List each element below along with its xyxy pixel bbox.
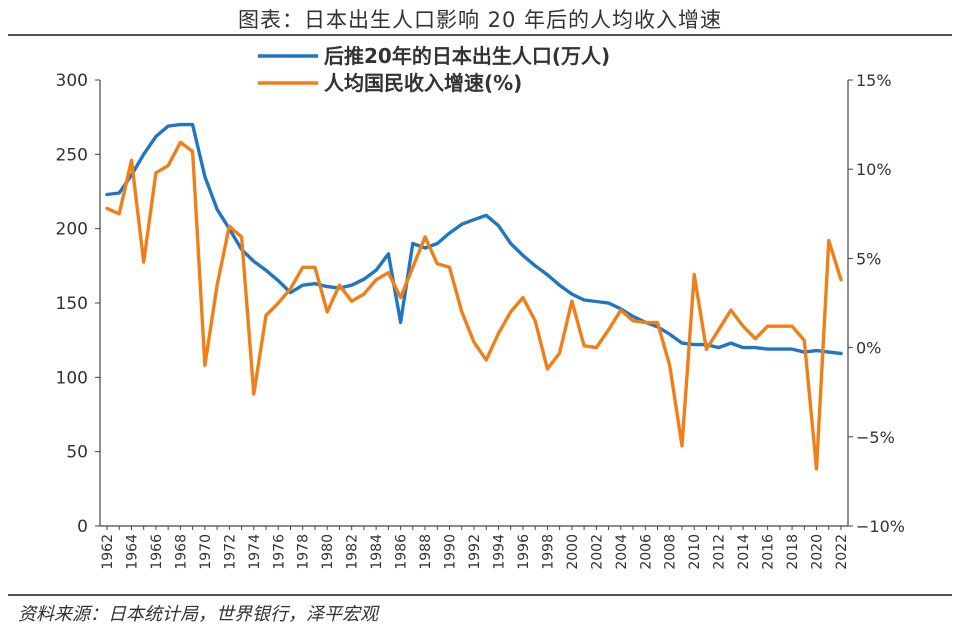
- y-left-tick-label: 150: [56, 294, 88, 314]
- x-tick-label: 1976: [271, 534, 287, 570]
- x-tick-label: 1964: [124, 534, 140, 570]
- legend-label: 人均国民收入增速(%): [324, 71, 522, 95]
- y-right-tick-label: 5%: [856, 249, 881, 268]
- x-tick-label: 1986: [394, 534, 410, 570]
- y-right-tick-label: −10%: [856, 517, 905, 536]
- x-tick-label: 1982: [345, 534, 361, 570]
- series-line-births: [105, 122, 843, 356]
- x-tick-label: 2010: [687, 534, 703, 570]
- x-tick-label: 2020: [810, 534, 826, 570]
- y-left-tick-label: 50: [66, 443, 88, 463]
- x-tick-label: 1992: [467, 534, 483, 570]
- x-tick-label: 2006: [638, 534, 654, 570]
- x-tick-label: 1990: [443, 534, 459, 570]
- x-tick-label: 1988: [418, 534, 434, 570]
- chart-lines: [105, 122, 843, 471]
- top-divider: [8, 34, 952, 36]
- x-tick-label: 2008: [663, 534, 679, 570]
- x-tick-label: 1978: [296, 534, 312, 570]
- chart-svg: 0 50 100 150 200 250 300 −10% −5% 0% 5% 10% 15% 1962 1…: [56, 44, 905, 570]
- x-tick-label: 2014: [736, 534, 752, 570]
- x-tick-label: 1970: [198, 534, 214, 570]
- y-right-tick-label: 0%: [856, 339, 881, 358]
- y-right-tick-label: −5%: [856, 428, 895, 447]
- x-tick-label: 1974: [247, 534, 263, 570]
- x-tick-label: 2000: [565, 534, 581, 570]
- chart-axes: 0 50 100 150 200 250 300 −10% −5% 0% 5% 10% 15% 1962 1…: [56, 71, 905, 570]
- x-tick-label: 1968: [173, 534, 189, 570]
- x-tick-label: 2012: [712, 534, 728, 570]
- legend-label: 后推20年的日本出生人口(万人): [324, 44, 610, 68]
- y-right-tick-label: 15%: [856, 71, 892, 90]
- x-tick-label: 2004: [614, 534, 630, 570]
- x-tick-label: 1984: [369, 534, 385, 570]
- bottom-divider: [8, 594, 952, 596]
- x-tick-label: 1966: [149, 534, 165, 570]
- x-tick-label: 2002: [589, 534, 605, 570]
- x-tick-label: 1980: [320, 534, 336, 570]
- x-tick-label: 1994: [491, 534, 507, 570]
- x-tick-label: 1972: [222, 534, 238, 570]
- chart-legend: 后推20年的日本出生人口(万人) 人均国民收入增速(%): [258, 44, 610, 95]
- y-left-tick-label: 100: [56, 368, 88, 388]
- x-tick-label: 2018: [785, 534, 801, 570]
- x-tick-label: 1998: [540, 534, 556, 570]
- x-tick-label: 1962: [100, 534, 116, 570]
- source-note: 资料来源：日本统计局，世界银行，泽平宏观: [18, 604, 378, 625]
- chart-title: 图表：日本出生人口影响 20 年后的人均收入增速: [237, 8, 723, 32]
- x-tick-label: 1996: [516, 534, 532, 570]
- y-left-tick-label: 250: [56, 145, 88, 165]
- y-left-tick-label: 300: [56, 71, 88, 91]
- x-tick-label: 2022: [834, 534, 850, 570]
- y-right-tick-label: 10%: [856, 160, 892, 179]
- y-left-tick-label: 200: [56, 220, 88, 240]
- x-tick-label: 2016: [761, 534, 777, 570]
- series-line-income-growth: [105, 140, 843, 471]
- y-left-tick-label: 0: [77, 517, 88, 537]
